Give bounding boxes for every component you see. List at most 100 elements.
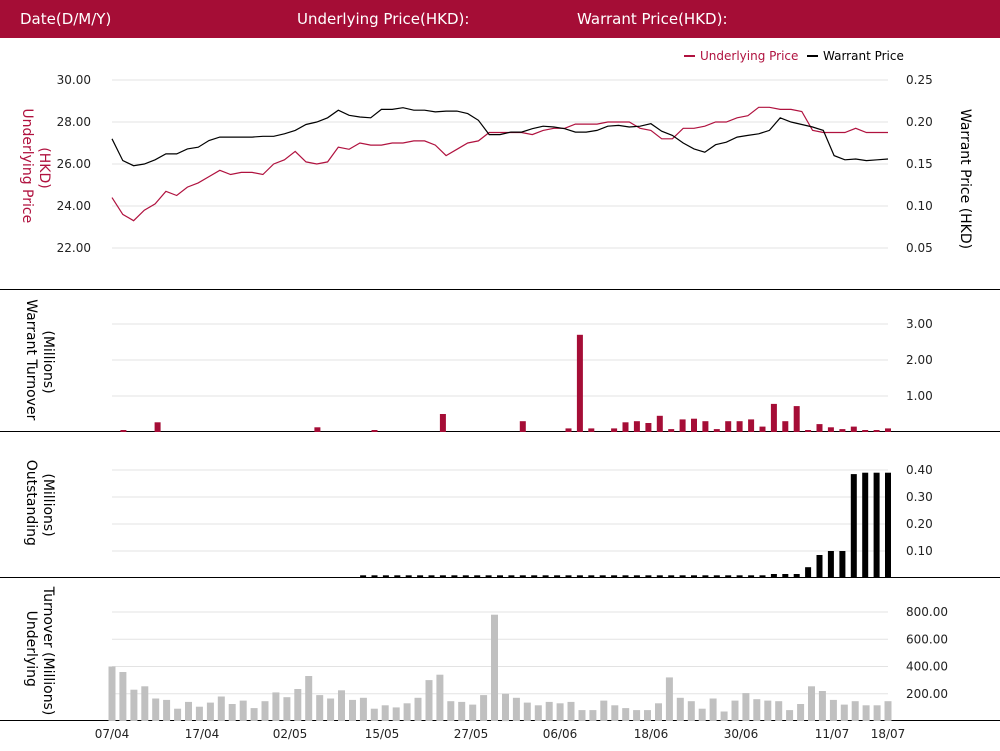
warrant-turnover-bar — [702, 421, 709, 432]
y-tick-label: 400.00 — [906, 660, 948, 674]
warrant-turnover-bar — [645, 423, 652, 432]
outstanding-bar — [394, 575, 401, 578]
outstanding-bar — [702, 575, 709, 578]
x-tick-label: 17/04 — [185, 727, 220, 741]
underlying-turnover-bar — [174, 708, 182, 721]
warrant-turnover-bar — [656, 415, 663, 432]
underlying-turnover-bar — [851, 701, 859, 721]
outstanding-bar — [770, 574, 777, 578]
y-axis-title-line-2: (Millions) — [40, 473, 56, 536]
warrant-turnover-bar — [576, 334, 583, 432]
warrant-turnover-bar — [759, 426, 766, 432]
underlying-price-line — [111, 106, 888, 222]
underlying-turnover-bar — [217, 696, 225, 721]
outstanding-bar — [428, 575, 435, 578]
underlying-turnover-bar — [349, 699, 356, 721]
underlying-turnover-bar — [818, 691, 826, 721]
y-axis-title-line-1: Underlying — [23, 611, 39, 687]
underlying-turnover-bar — [327, 698, 335, 721]
warrant-turnover-bar — [782, 421, 789, 432]
underlying-turnover-bar — [239, 700, 247, 721]
underlying-turnover-bar — [698, 708, 706, 721]
warrant-turnover-bar — [565, 428, 572, 432]
outstanding-bar — [474, 575, 481, 578]
warrant-turnover-bar — [839, 429, 846, 432]
y-axis-title-line-2: Turnover (Millions) — [40, 586, 56, 716]
outstanding-bar — [439, 575, 446, 578]
outstanding-bar — [554, 575, 561, 578]
y-right-tick-label: 0.25 — [906, 73, 933, 87]
underlying-turnover-bar — [764, 700, 772, 721]
y-left-tick-label: 22.00 — [57, 241, 91, 255]
y-tick-label: 2.00 — [906, 353, 933, 367]
warrant-turnover-bar — [873, 430, 880, 432]
outstanding-bar — [885, 472, 891, 578]
bars — [108, 334, 892, 722]
warrant-price-line — [111, 107, 889, 167]
underlying-turnover-bar — [414, 697, 422, 721]
warrant-turnover-bar — [713, 429, 720, 432]
gridlines — [112, 79, 888, 695]
warrant-turnover-bar — [850, 426, 857, 432]
y-axis-title-line-2: (Millions) — [40, 330, 56, 393]
underlying-turnover-bar — [283, 697, 291, 721]
y-axis-title-underlying-price: Underlying Price (HKD) — [19, 108, 52, 227]
outstanding-bar — [371, 575, 378, 578]
underlying-turnover-bar — [392, 707, 400, 721]
outstanding-bar — [451, 575, 458, 578]
underlying-turnover-bar — [644, 710, 651, 721]
underlying-turnover-bar — [512, 697, 520, 721]
underlying-turnover-bar — [130, 689, 138, 721]
underlying-turnover-bar — [622, 708, 630, 721]
underlying-turnover-bar — [840, 704, 848, 721]
underlying-turnover-bar — [862, 705, 870, 721]
outstanding-bar — [622, 575, 629, 578]
warrant-turnover-bar — [748, 419, 755, 432]
underlying-turnover-bar — [436, 674, 444, 721]
underlying-turnover-bar — [316, 695, 324, 721]
underlying-turnover-bar — [753, 699, 761, 721]
underlying-turnover-bar — [556, 703, 564, 721]
underlying-turnover-bar — [469, 704, 477, 721]
underlying-turnover-bar — [709, 698, 717, 721]
outstanding-bar — [531, 575, 538, 578]
underlying-turnover-bar — [578, 710, 586, 721]
warrant-turnover-bar — [439, 414, 446, 432]
underlying-turnover-bar — [600, 700, 608, 721]
price-lines — [111, 106, 889, 222]
outstanding-bar — [645, 575, 652, 578]
outstanding-bar — [588, 575, 595, 578]
x-tick-label: 11/07 — [815, 727, 850, 741]
y-axis-title-line-1: Outstanding — [23, 460, 39, 546]
underlying-turnover-bar — [403, 703, 411, 721]
warrant-turnover-bar — [805, 430, 812, 432]
outstanding-bar — [485, 575, 492, 578]
underlying-turnover-bar — [655, 703, 662, 721]
underlying-turnover-bar — [873, 705, 881, 721]
underlying-turnover-bar — [195, 706, 203, 721]
outstanding-bar — [576, 575, 583, 578]
y-tick-label: 0.10 — [906, 544, 933, 558]
underlying-turnover-bar — [163, 699, 171, 721]
x-tick-label: 07/04 — [95, 727, 130, 741]
outstanding-bar — [565, 575, 572, 578]
y-right-tick-label: 0.15 — [906, 157, 933, 171]
warrant-turnover-bar — [371, 430, 378, 432]
outstanding-bar — [611, 575, 618, 578]
outstanding-bar — [656, 575, 663, 578]
outstanding-bar — [793, 574, 800, 578]
y-right-tick-label: 0.10 — [906, 199, 933, 213]
underlying-turnover-bar — [141, 686, 149, 721]
y-left-tick-label: 26.00 — [57, 157, 91, 171]
warrant-turnover-bar — [519, 421, 526, 432]
underlying-turnover-bar — [687, 701, 695, 721]
x-tick-label: 30/06 — [724, 727, 759, 741]
underlying-turnover-bar — [272, 692, 280, 721]
y-tick-label: 0.20 — [906, 517, 933, 531]
warrant-turnover-bar — [154, 422, 161, 432]
y-axis-title-underlying-turnover: Underlying Turnover (Millions) — [23, 586, 56, 716]
outstanding-bar — [382, 575, 389, 578]
outstanding-bar — [839, 551, 846, 578]
chart-area: Underlying Price Warrant Price Underlyin… — [0, 49, 1000, 741]
underlying-turnover-bar — [775, 701, 783, 721]
